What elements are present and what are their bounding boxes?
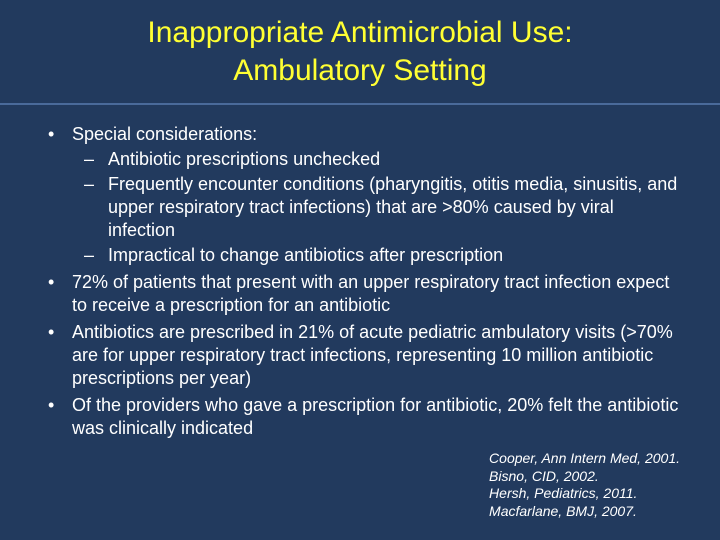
bullet-4: Of the providers who gave a prescription… — [66, 394, 680, 440]
sub-bullet-3: Impractical to change antibiotics after … — [102, 244, 680, 267]
title-band: Inappropriate Antimicrobial Use: Ambulat… — [0, 0, 720, 105]
title-line-2: Ambulatory Setting — [233, 54, 486, 87]
sub-bullet-1: Antibiotic prescriptions unchecked — [102, 148, 680, 171]
bullet-1-text: Special considerations: — [72, 124, 257, 144]
references: Cooper, Ann Intern Med, 2001. Bisno, CID… — [489, 450, 680, 520]
slide: Inappropriate Antimicrobial Use: Ambulat… — [0, 0, 720, 540]
slide-title: Inappropriate Antimicrobial Use: Ambulat… — [40, 14, 680, 89]
bullet-3: Antibiotics are prescribed in 21% of acu… — [66, 321, 680, 390]
ref-1: Cooper, Ann Intern Med, 2001. — [489, 450, 680, 468]
bullet-2: 72% of patients that present with an upp… — [66, 271, 680, 317]
ref-2: Bisno, CID, 2002. — [489, 468, 680, 486]
bullet-1: Special considerations: Antibiotic presc… — [66, 123, 680, 267]
ref-3: Hersh, Pediatrics, 2011. — [489, 485, 680, 503]
slide-body: Special considerations: Antibiotic presc… — [0, 105, 720, 440]
sub-list-1: Antibiotic prescriptions unchecked Frequ… — [72, 148, 680, 267]
ref-4: Macfarlane, BMJ, 2007. — [489, 503, 680, 521]
sub-bullet-2: Frequently encounter conditions (pharyng… — [102, 173, 680, 242]
bullet-list: Special considerations: Antibiotic presc… — [40, 123, 680, 440]
title-line-1: Inappropriate Antimicrobial Use: — [147, 16, 572, 49]
